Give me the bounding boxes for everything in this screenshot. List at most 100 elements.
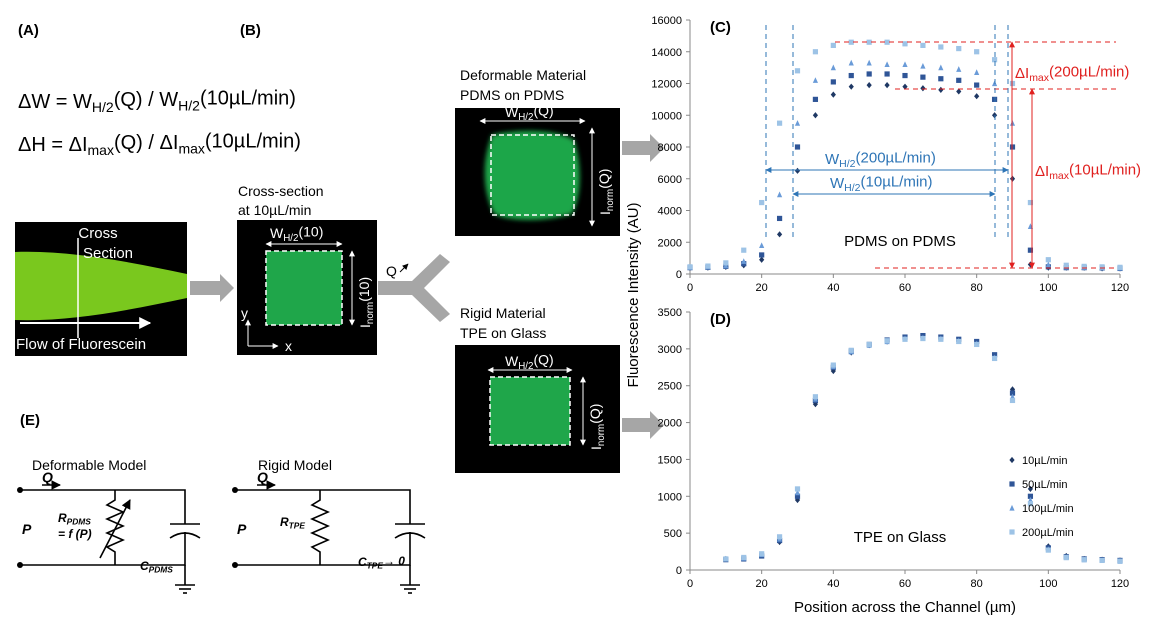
text-part: (Q) <box>587 404 603 424</box>
text-part: → 0 <box>383 554 405 568</box>
data-point <box>938 64 944 71</box>
text-part: W <box>270 225 284 241</box>
data-point <box>920 335 926 342</box>
y-tick-label: 2000 <box>658 418 682 430</box>
data-point <box>920 62 926 69</box>
r-label: RTPE <box>280 515 305 531</box>
data-point <box>830 362 836 368</box>
data-point <box>812 401 819 408</box>
data-point <box>974 93 980 100</box>
data-point <box>1045 547 1051 553</box>
data-point <box>848 72 854 79</box>
data-point <box>723 260 729 266</box>
x-tick-label: 0 <box>687 282 693 294</box>
x-tick-label: 60 <box>899 578 911 590</box>
text-part: C <box>358 555 367 569</box>
c-label: CPDMS <box>140 559 173 575</box>
data-point <box>830 42 836 48</box>
subscript: norm <box>605 189 616 211</box>
data-point <box>938 44 944 50</box>
material-subtitle: TPE on Glass <box>460 325 546 341</box>
data-point <box>741 258 747 264</box>
x-tick-label: 100 <box>1039 578 1057 590</box>
y-tick-label: 14000 <box>651 47 682 59</box>
arrow <box>622 134 664 162</box>
data-point <box>776 231 783 238</box>
subscript: TPE <box>289 521 306 531</box>
data-point <box>866 71 872 77</box>
height-label: Inorm(10) <box>356 277 376 328</box>
r-function: = f (P) <box>58 527 92 541</box>
data-point <box>759 252 765 258</box>
legend-marker <box>1009 504 1015 511</box>
data-point <box>902 83 908 90</box>
section-subtitle: at 10µL/min <box>238 202 311 218</box>
y-tick-label: 3500 <box>658 307 682 319</box>
arrow <box>399 263 409 273</box>
text-part: R <box>280 515 289 529</box>
text-part: (10) <box>298 224 323 240</box>
flow-rate-label: Q <box>386 263 397 279</box>
material-subtitle: PDMS on PDMS <box>460 87 564 103</box>
text-part: I <box>597 211 613 215</box>
subscript: PDMS <box>149 565 174 575</box>
material-title: Deformable Material <box>460 67 586 83</box>
data-point <box>794 493 801 499</box>
formula: ΔH = ΔImax(Q) / ΔImax(10µL/min) <box>18 130 301 158</box>
x-tick-label: 20 <box>756 578 768 590</box>
text-part: I <box>357 324 373 328</box>
y-tick-label: 10000 <box>651 110 682 122</box>
data-point <box>974 49 980 55</box>
data-point <box>759 256 765 263</box>
data-point <box>794 120 801 126</box>
y-tick-label: 1500 <box>658 454 682 466</box>
data-point <box>866 81 872 89</box>
subscript: H/2 <box>92 99 114 115</box>
text-part: (Q) <box>596 169 612 189</box>
height-label: Inorm(Q) <box>596 169 616 215</box>
y-tick-label: 500 <box>664 528 682 540</box>
y-tick-label: 16000 <box>651 15 682 27</box>
data-point <box>759 551 765 557</box>
panel-label: (E) <box>20 412 40 429</box>
data-point <box>974 69 980 75</box>
data-point <box>1027 485 1034 493</box>
y-tick-label: 0 <box>676 269 682 281</box>
data-point <box>830 64 836 71</box>
text-part: (Q) / ΔI <box>114 132 178 154</box>
data-point <box>902 72 908 79</box>
data-point <box>974 341 980 348</box>
model-title: Rigid Model <box>258 457 332 473</box>
data-point <box>794 167 801 174</box>
y-tick-label: 12000 <box>651 79 682 91</box>
subscript: norm <box>365 302 376 324</box>
x-tick-label: 120 <box>1111 578 1129 590</box>
x-tick-label: 20 <box>756 282 768 294</box>
panel-label: (C) <box>710 19 731 36</box>
model-title: Deformable Model <box>32 457 146 473</box>
legend-label: 10µL/min <box>1022 455 1067 467</box>
height-label: Inorm(Q) <box>587 404 607 450</box>
width-label: WH/2(Q) <box>505 103 554 123</box>
callout-label: WH/2(200µL/min) <box>825 150 936 171</box>
text-part: (200µL/min) <box>1049 64 1129 81</box>
data-point <box>812 112 819 119</box>
data-point <box>920 74 926 80</box>
y-tick-label: 2500 <box>658 381 682 393</box>
split-arrow <box>378 254 450 322</box>
data-point <box>920 85 926 92</box>
y-tick-label: 8000 <box>658 142 682 154</box>
subscript: TPE <box>367 561 384 571</box>
text-part: (10µL/min) <box>205 130 301 152</box>
data-point <box>830 79 836 85</box>
data-point <box>920 42 926 48</box>
x-axis-label: Position across the Channel (µm) <box>794 599 1016 616</box>
text-part: (10µL/min) <box>200 87 296 109</box>
text-part: W <box>505 104 519 120</box>
p-label: P <box>22 521 32 537</box>
x-tick-label: 40 <box>827 282 839 294</box>
data-point <box>794 489 801 496</box>
r-label: RPDMS <box>58 511 91 527</box>
deformable-circuit <box>17 480 201 594</box>
axis-y-label: y <box>241 305 248 321</box>
